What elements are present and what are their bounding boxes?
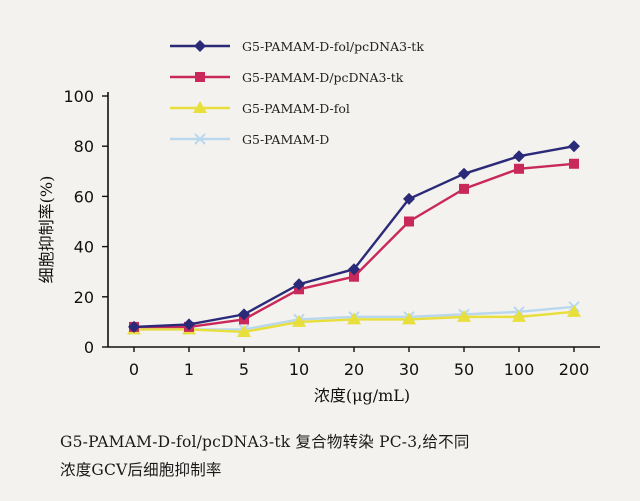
data-point-s1: [513, 150, 525, 163]
legend-label-3: G5-PAMAM-D-fol: [242, 101, 350, 116]
legend-marker-1: [194, 40, 206, 52]
y-tick-label: 80: [74, 137, 94, 156]
caption-line-2: 浓度GCV后细胞抑制率: [60, 461, 222, 479]
x-tick-label: 30: [399, 360, 419, 379]
data-point-s3: [457, 309, 471, 322]
data-point-s3: [237, 324, 251, 337]
y-tick-label: 100: [63, 87, 94, 106]
chart: 0 20 40 60 80 100 0 1 5 10 20 30 50 100 200 细胞抑制率(%) 浓度(…: [37, 39, 600, 405]
figure-caption: G5-PAMAM-D-fol/pcDNA3-tk 复合物转染 PC-3,给不同 …: [60, 428, 630, 484]
legend-label-2: G5-PAMAM-D/pcDNA3-tk: [242, 70, 404, 85]
data-point-s1: [293, 278, 305, 291]
legend-marker-2: [195, 72, 205, 82]
data-point-s3: [567, 304, 581, 317]
data-point-s3: [402, 312, 416, 325]
x-axis-label: 浓度(μg/mL): [314, 386, 410, 405]
data-point-s1: [238, 308, 250, 321]
x-tick-label: 50: [454, 360, 474, 379]
legend-marker-3: [193, 101, 207, 113]
y-axis-label: 细胞抑制率(%): [37, 176, 56, 284]
y-tick-label: 60: [74, 187, 94, 206]
data-point-s2: [404, 216, 414, 227]
x-tick-label: 5: [239, 360, 249, 379]
line-chart: 0 20 40 60 80 100 0 1 5 10 20 30 50 100 200 细胞抑制率(%) 浓度(…: [37, 39, 600, 405]
x-tick-label: 0: [129, 360, 139, 379]
x-tick-label: 1: [184, 360, 194, 379]
data-point-s3: [512, 309, 526, 322]
series-line-2: [134, 162, 575, 329]
data-point-s2: [349, 271, 359, 282]
data-point-s3: [347, 312, 361, 325]
data-point-s2: [514, 163, 524, 174]
data-point-s1: [458, 167, 470, 180]
data-point-s2: [569, 158, 579, 169]
data-point-s1: [568, 140, 580, 153]
legend-marker-4: [194, 133, 206, 145]
x-tick-label: 100: [504, 360, 535, 379]
data-point-s3: [292, 314, 306, 327]
legend-label-1: G5-PAMAM-D-fol/pcDNA3-tk: [242, 39, 424, 54]
data-point-s1: [128, 320, 140, 333]
caption-line-1: G5-PAMAM-D-fol/pcDNA3-tk 复合物转染 PC-3,给不同: [60, 433, 470, 451]
x-tick-label: 200: [559, 360, 590, 379]
x-tick-label: 20: [344, 360, 364, 379]
legend-label-4: G5-PAMAM-D: [242, 132, 329, 147]
data-point-s1: [403, 192, 415, 205]
y-tick-label: 0: [84, 338, 94, 357]
y-tick-label: 20: [74, 288, 94, 307]
data-point-s2: [459, 183, 469, 194]
data-point-s1: [183, 318, 195, 331]
data-point-s1: [348, 263, 360, 276]
x-tick-label: 10: [289, 360, 309, 379]
y-tick-label: 40: [74, 238, 94, 257]
